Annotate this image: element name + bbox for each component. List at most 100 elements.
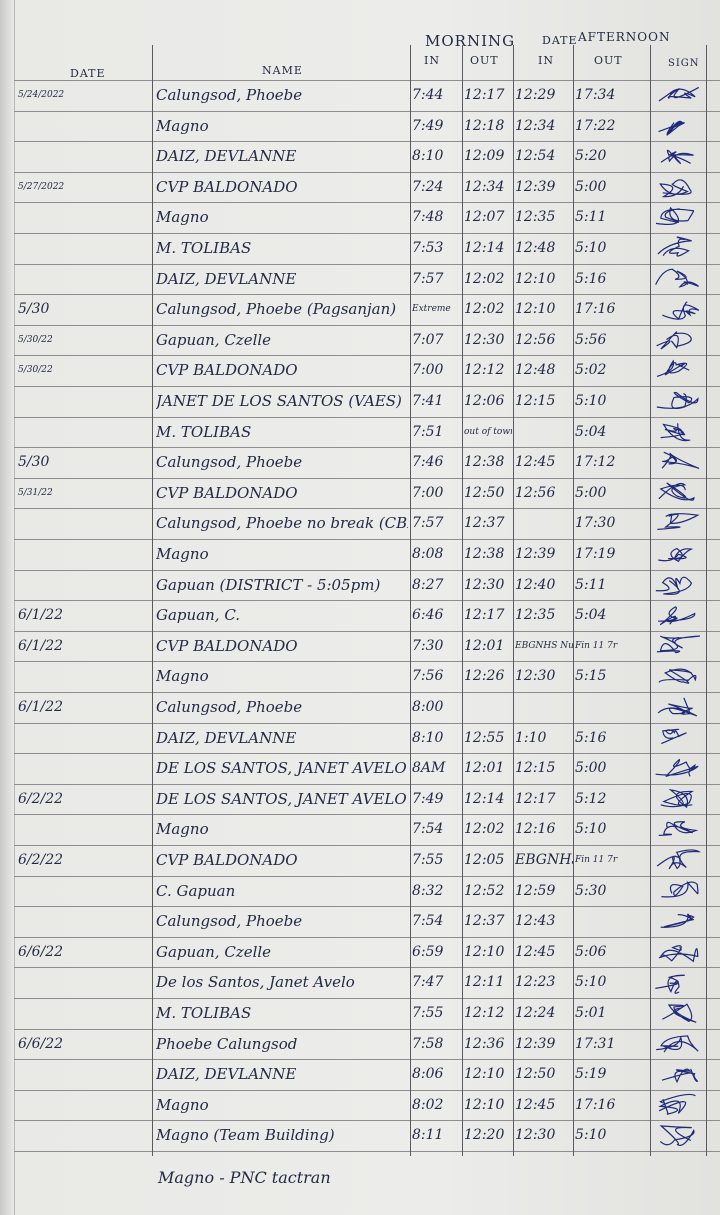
pm-in-cell: 12:39: [515, 546, 556, 562]
row-rule: [14, 783, 720, 785]
pm-in-cell: 12:10: [515, 301, 556, 318]
am-in-cell: 7:56: [412, 668, 444, 685]
am-out-cell: 12:20: [464, 1127, 505, 1144]
am-out-cell: 12:10: [464, 1066, 505, 1083]
signature: [658, 120, 685, 136]
date-cell: 5/30/22: [18, 334, 53, 345]
date-cell: 5/30/22: [18, 365, 53, 376]
am-in-cell: 8:00: [412, 699, 444, 715]
date-cell: 6/2/22: [18, 852, 64, 868]
am-in-cell: 8:08: [412, 546, 444, 562]
name-cell: M. TOLIBAS: [156, 239, 252, 257]
am-out-cell: 12:30: [464, 331, 505, 348]
am-out-cell: 12:37: [464, 913, 505, 930]
pm-out-cell: 5:10: [575, 974, 607, 991]
signature: [660, 913, 695, 928]
pm-in-cell: 12:39: [515, 1035, 556, 1052]
am-in-cell: Extreme: [412, 304, 451, 315]
name-cell: C. Gapuan: [156, 881, 236, 900]
am-in-cell: 8:10: [412, 729, 444, 746]
pm-in-cell: 12:43: [515, 913, 556, 930]
am-in-header: IN: [424, 54, 440, 67]
name-cell: DAIZ, DEVLANNE: [156, 269, 297, 288]
pm-out-cell: 5:16: [575, 270, 607, 287]
name-cell: Magno: [156, 116, 209, 135]
row-rule: [14, 722, 720, 724]
date-cell: 5/30: [18, 301, 50, 318]
am-in-cell: 8:11: [412, 1127, 444, 1144]
pm-out-cell: 5:04: [575, 607, 607, 624]
row-rule: [14, 1089, 720, 1091]
row-rule: [14, 1059, 720, 1061]
signature: [657, 513, 700, 530]
signature: [661, 451, 700, 470]
am-in-cell: 8:27: [412, 576, 444, 593]
pm-in-cell: 12:30: [515, 1127, 556, 1144]
name-cell: DE LOS SANTOS, JANET AVELO: [156, 789, 407, 808]
pm-in-cell: 12:29: [515, 87, 556, 103]
name-col-header: NAME: [262, 64, 303, 77]
name-cell: Magno: [156, 667, 209, 686]
am-in-cell: 7:54: [412, 821, 444, 838]
signature: [658, 821, 699, 836]
signature: [660, 423, 691, 442]
signature: [657, 697, 698, 717]
row-rule: [14, 906, 720, 908]
signature: [658, 86, 700, 102]
row-rule: [14, 661, 720, 663]
am-out-cell: 12:09: [464, 148, 505, 165]
pm-out-cell: 5:01: [575, 1005, 607, 1021]
am-out-cell: 12:05: [464, 852, 505, 868]
sign-header: SIGN: [668, 58, 700, 69]
pm-out-cell: Fin 11 7r: [575, 640, 618, 651]
name-cell: Gapuan, Czelle: [156, 330, 272, 349]
am-in-cell: 7:57: [412, 270, 444, 287]
signature: [655, 206, 695, 225]
am-in-cell: 8:10: [412, 148, 444, 165]
am-out-cell: 12:36: [464, 1035, 505, 1052]
name-cell: CVP BALDONADO: [156, 636, 298, 655]
signature: [658, 482, 695, 501]
am-in-cell: 7:48: [412, 209, 444, 226]
column-rule: [573, 45, 574, 1156]
am-out-cell: 12:01: [464, 760, 505, 777]
signature: [658, 945, 699, 963]
footer-note: Magno - PNC tactran: [158, 1168, 331, 1187]
row-rule: [14, 110, 720, 112]
pm-out-cell: 5:56: [575, 331, 607, 348]
am-out-cell: 12:37: [464, 515, 505, 532]
am-out-cell: 12:02: [464, 821, 505, 838]
pm-in-header: IN: [538, 54, 554, 67]
am-in-cell: 7:46: [412, 454, 444, 471]
pm-in-cell: 12:10: [515, 270, 556, 287]
pm-in-cell: 12:45: [515, 943, 556, 960]
pm-out-cell: 5:02: [575, 362, 607, 379]
name-cell: DE LOS SANTOS, JANET AVELO: [156, 759, 407, 778]
pm-in-cell: 12:40: [515, 576, 556, 593]
pm-in-cell: 12:15: [515, 760, 556, 777]
am-out-cell: out of town: [464, 426, 512, 437]
am-out-cell: 12:06: [464, 393, 505, 409]
row-rule: [14, 967, 720, 969]
am-in-cell: 7:54: [412, 913, 444, 930]
pm-in-cell: 12:30: [515, 668, 556, 685]
row-rule: [14, 936, 720, 938]
am-out-cell: 12:12: [464, 1005, 505, 1021]
row-rule: [14, 753, 720, 755]
signature: [656, 635, 701, 654]
pm-out-cell: 5:20: [575, 148, 607, 165]
row-rule: [14, 814, 720, 816]
name-cell: JANET DE LOS SANTOS (VAES): [156, 392, 402, 410]
name-cell: Magno: [156, 208, 209, 227]
signature: [659, 1125, 695, 1146]
pm-in-cell: 12:56: [515, 331, 556, 348]
name-cell: CVP BALDONADO: [156, 361, 298, 380]
am-in-cell: 7:57: [412, 515, 444, 532]
row-rule: [14, 447, 720, 449]
signature: [661, 728, 687, 745]
pm-out-cell: 17:31: [575, 1035, 616, 1052]
column-rule: [152, 45, 153, 1156]
pm-in-cell: 12:15: [515, 393, 556, 409]
column-rule: [410, 45, 411, 1156]
